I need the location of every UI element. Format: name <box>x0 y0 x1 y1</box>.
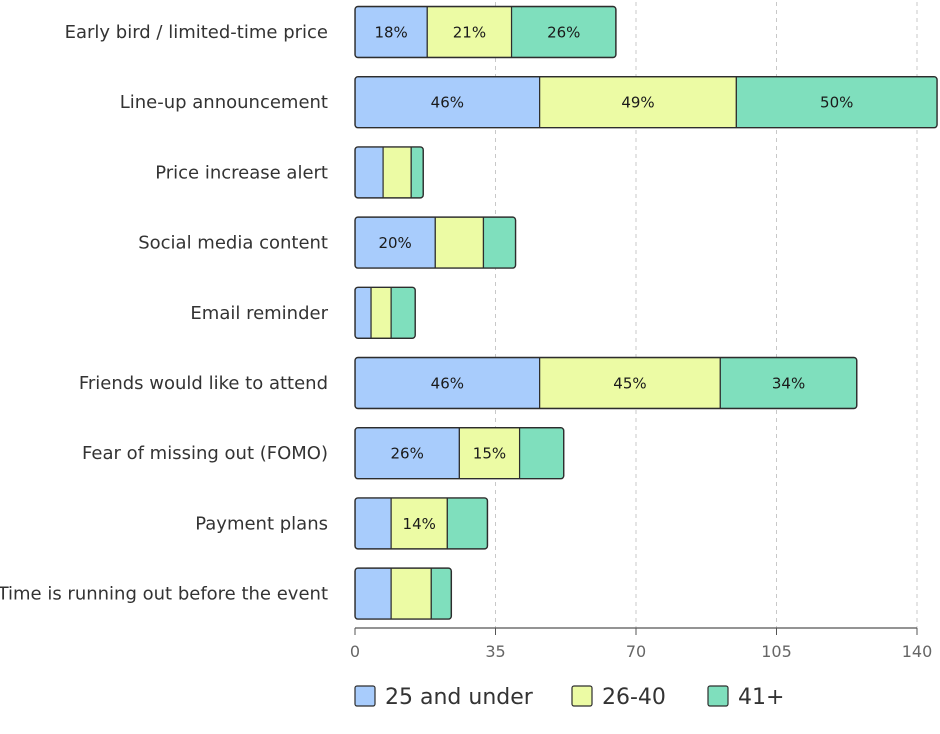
legend-item: 41+ <box>707 685 784 710</box>
bar-value-label: 15% <box>473 445 506 463</box>
bar-segments <box>355 76 938 128</box>
bar-value-label: 45% <box>613 375 646 393</box>
bar-value-label: 26% <box>391 445 424 463</box>
bar-segment <box>355 287 372 339</box>
x-tick-label: 0 <box>350 642 360 661</box>
legend-swatch <box>354 685 376 707</box>
bar-outline <box>354 567 453 620</box>
bar-segment <box>355 146 384 198</box>
bar-segment <box>539 357 721 409</box>
bar-outline <box>354 497 489 550</box>
bar-segments <box>355 146 424 198</box>
legend-label: 41+ <box>738 685 784 710</box>
bar-value-label: 50% <box>820 94 853 112</box>
bar-outline <box>354 286 416 339</box>
category-label: Early bird / limited-time price <box>65 22 328 43</box>
x-tick-label: 105 <box>761 642 792 661</box>
bar-segment <box>390 287 416 339</box>
bar-segments <box>355 287 416 339</box>
category-label: Time is running out before the event <box>0 584 328 605</box>
bar-row: 20% <box>354 216 517 269</box>
bar-segment <box>458 427 521 479</box>
legend-label: 25 and under <box>385 685 534 710</box>
x-tick-label: 70 <box>626 642 646 661</box>
legend-item: 26-40 <box>571 685 666 710</box>
bar-segment <box>382 146 412 198</box>
bar-segment <box>510 6 616 58</box>
legend-swatch <box>707 685 729 707</box>
bar-row <box>354 286 416 339</box>
bar-value-label: 34% <box>772 375 805 393</box>
bar-segments <box>355 217 516 269</box>
bar-outline <box>354 356 858 410</box>
bar-value-label: 46% <box>431 375 464 393</box>
bar-segment <box>539 76 737 128</box>
bar-outline <box>354 216 517 269</box>
bar-segment <box>446 497 488 549</box>
bar-value-label: 18% <box>374 24 407 42</box>
bar-value-label: 46% <box>431 94 464 112</box>
category-label: Social media content <box>138 233 328 254</box>
category-label: Fear of missing out (FOMO) <box>82 443 328 464</box>
legend-item: 25 and under <box>354 685 534 710</box>
bar-value-label: 26% <box>547 24 580 42</box>
bar-outline <box>354 427 565 480</box>
x-tick-label: 35 <box>485 642 505 661</box>
bar-segment <box>410 146 424 198</box>
category-label: Friends would like to attend <box>79 373 328 394</box>
bar-row: 46% 45% 34% <box>354 356 858 410</box>
bar-row: 46% 49% 50% <box>354 75 938 129</box>
bar-row <box>354 146 424 199</box>
legend-swatch <box>571 685 593 707</box>
legend-label: 26-40 <box>602 685 666 710</box>
bar-segment <box>426 6 513 58</box>
category-label: Line-up announcement <box>120 92 328 113</box>
bar-value-label: 21% <box>453 24 486 42</box>
legend: 25 and under 26-40 41+ <box>354 685 784 710</box>
x-tick-label: 140 <box>902 642 933 661</box>
bar-segments <box>355 497 488 549</box>
bar-row <box>354 567 453 620</box>
bar-segment <box>355 6 428 58</box>
bar-segment <box>482 217 516 269</box>
category-label: Email reminder <box>190 303 328 324</box>
bar-outline <box>354 75 938 129</box>
bar-outline <box>354 146 424 199</box>
bar-segment <box>355 568 392 620</box>
bar-segments <box>355 427 564 479</box>
bar-segment <box>434 217 485 269</box>
bar-value-label: 49% <box>621 94 654 112</box>
category-label: Payment plans <box>195 513 328 534</box>
category-labels: Early bird / limited-time price Line-up a… <box>0 22 329 605</box>
bar-row: 26% 15% <box>354 427 565 480</box>
bar-segment <box>355 497 392 549</box>
x-axis: 0 35 70 105 140 <box>350 627 933 661</box>
bar-value-label: 14% <box>403 515 436 533</box>
bars: 18% 21% 26% 46% 49% 50% 20% 46% 45% 34% 26% 15% 14% <box>354 5 938 620</box>
bar-outline <box>354 5 617 59</box>
bar-segment <box>370 287 392 339</box>
bar-segments <box>355 568 452 620</box>
bar-segment <box>719 357 857 409</box>
bar-segment <box>430 568 452 620</box>
category-label: Price increase alert <box>155 162 328 183</box>
bar-segment <box>518 427 564 479</box>
bar-row: 14% <box>354 497 489 550</box>
bar-segments <box>355 357 857 409</box>
bar-value-label: 20% <box>378 234 411 252</box>
bar-segment <box>390 568 432 620</box>
bar-segments <box>355 6 616 58</box>
bar-row: 18% 21% 26% <box>354 5 617 59</box>
